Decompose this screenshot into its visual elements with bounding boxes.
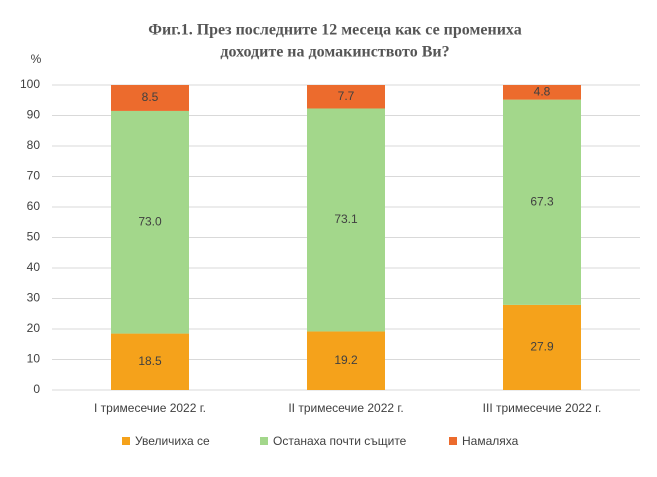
x-tick-label: I тримесечие 2022 г.	[94, 401, 206, 415]
data-label: 7.7	[338, 89, 355, 103]
data-label: 73.1	[334, 212, 358, 226]
y-tick-label: 30	[27, 291, 41, 305]
legend-label: Намаляха	[462, 434, 519, 448]
y-tick-label: 0	[33, 382, 40, 396]
bar-segment	[111, 110, 189, 334]
y-tick-label: 100	[20, 77, 40, 91]
legend-label: Останаха почти същите	[273, 434, 407, 448]
y-tick-label: 40	[27, 260, 41, 274]
y-tick-label: 80	[27, 138, 41, 152]
bar-segment	[307, 108, 385, 332]
x-tick-label: II тримесечие 2022 г.	[288, 401, 403, 415]
data-label: 73.0	[138, 214, 162, 228]
data-label: 67.3	[530, 194, 554, 208]
bar-segment	[111, 85, 189, 111]
bar-segment	[503, 85, 581, 100]
data-label: 27.9	[530, 340, 554, 354]
legend-swatch	[260, 437, 268, 445]
y-tick-label: 60	[27, 199, 41, 213]
y-tick-label: 50	[27, 230, 41, 244]
x-tick-label: III тримесечие 2022 г.	[483, 401, 602, 415]
bar-segment	[307, 85, 385, 109]
y-tick-label: 10	[27, 352, 41, 366]
bar-segment	[503, 99, 581, 305]
legend-label: Увеличиха се	[135, 434, 210, 448]
chart-title: доходите на домакинството Ви?	[220, 44, 449, 61]
data-label: 18.5	[138, 354, 162, 368]
legend-swatch	[122, 437, 130, 445]
data-label: 8.5	[142, 90, 159, 104]
legend-swatch	[449, 437, 457, 445]
y-tick-label: 20	[27, 321, 41, 335]
y-tick-label: 70	[27, 169, 41, 183]
bar-segment	[307, 331, 385, 390]
data-label: 4.8	[534, 84, 551, 98]
bar-segment	[111, 333, 189, 390]
bar-segment	[503, 304, 581, 390]
y-tick-label: 90	[27, 108, 41, 122]
y-axis-label: %	[31, 52, 42, 66]
chart-title: Фиг.1. През последните 12 месеца как се …	[148, 22, 521, 39]
data-label: 19.2	[334, 353, 358, 367]
